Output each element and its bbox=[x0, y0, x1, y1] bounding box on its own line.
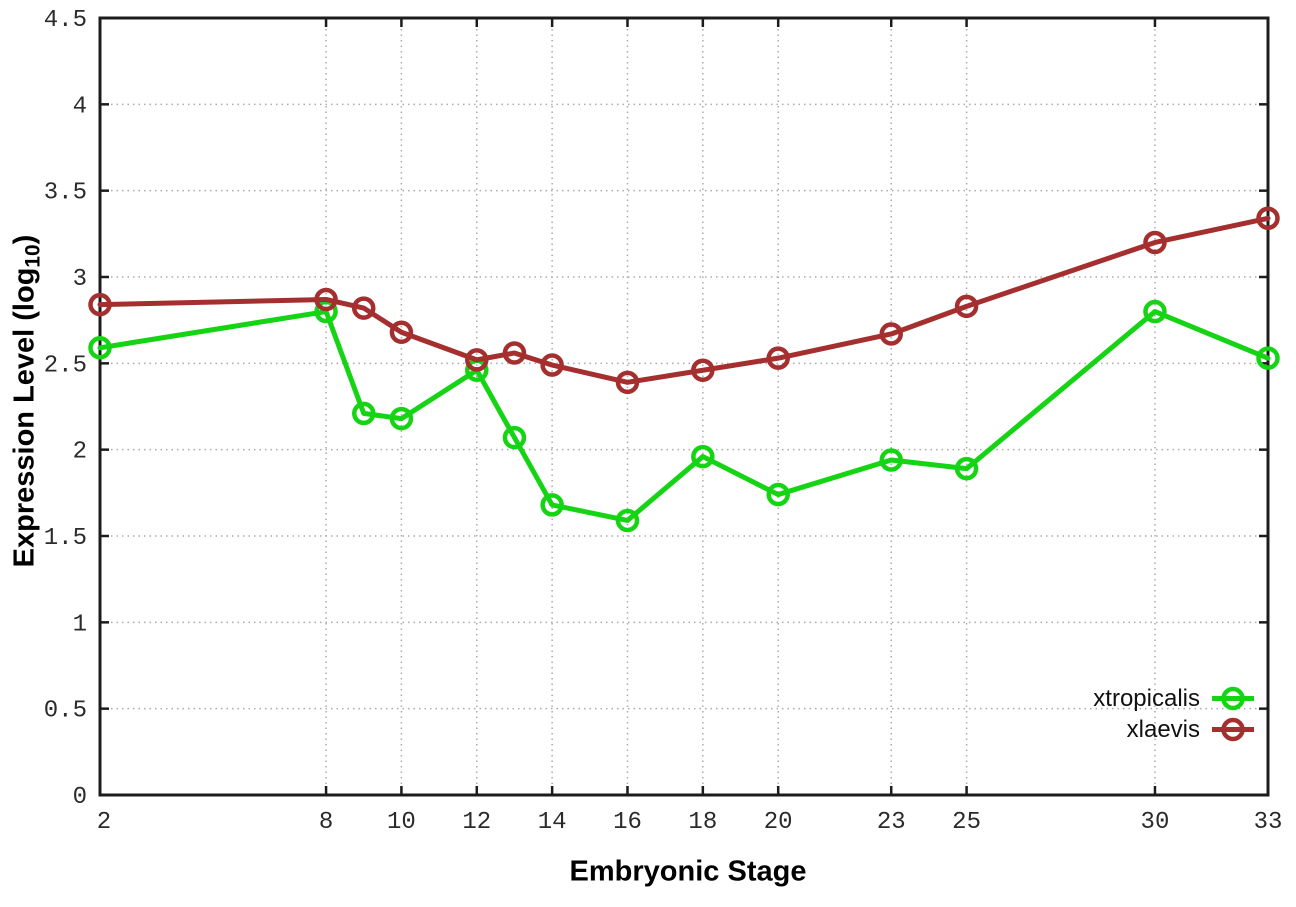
data-point-xlaevis bbox=[540, 353, 564, 377]
x-tick-label: 25 bbox=[952, 809, 981, 836]
data-point-xtropicalis bbox=[691, 444, 715, 469]
y-tick-label: 1.5 bbox=[44, 525, 87, 552]
gridlines bbox=[100, 18, 1268, 795]
data-point-xlaevis bbox=[1256, 206, 1280, 231]
data-point-xtropicalis bbox=[1143, 299, 1167, 324]
data-point-xlaevis bbox=[314, 287, 338, 312]
data-point-xlaevis bbox=[1143, 230, 1167, 255]
y-axis-title-text: Expression Level (log bbox=[8, 267, 41, 568]
series-line-xtropicalis bbox=[97, 309, 1271, 523]
x-tick-label: 12 bbox=[462, 809, 491, 836]
data-point-xtropicalis bbox=[389, 406, 414, 431]
legend-marker-icon bbox=[1212, 717, 1254, 742]
series-xlaevis bbox=[88, 206, 1280, 395]
y-tick-label: 0 bbox=[73, 784, 87, 811]
legend-row: xtropicalis bbox=[1093, 684, 1255, 713]
data-point-xlaevis bbox=[954, 294, 979, 319]
x-tick-label: 33 bbox=[1254, 809, 1283, 836]
axes bbox=[98, 16, 1270, 797]
data-point-xtropicalis bbox=[1256, 346, 1280, 370]
data-point-xtropicalis bbox=[879, 448, 903, 472]
series-line-xlaevis bbox=[97, 215, 1271, 385]
y-tick-label: 1 bbox=[73, 611, 87, 638]
y-tick-label: 3 bbox=[73, 266, 87, 293]
y-tick-label: 2.5 bbox=[44, 352, 87, 379]
x-tick-label: 8 bbox=[319, 809, 333, 836]
y-tick-label: 4.5 bbox=[44, 7, 87, 34]
x-tick-label: 10 bbox=[387, 809, 416, 836]
y-tick-label: 2 bbox=[73, 439, 87, 466]
y-axis-title-subscript: 10 bbox=[21, 244, 45, 268]
legend-row: xlaevis bbox=[1127, 715, 1255, 744]
x-tick-label: 2 bbox=[97, 809, 111, 836]
data-point-xlaevis bbox=[615, 370, 640, 395]
data-point-xlaevis bbox=[502, 341, 527, 365]
data-point-xtropicalis bbox=[540, 493, 564, 517]
data-point-xlaevis bbox=[879, 322, 903, 346]
x-tick-label: 23 bbox=[877, 809, 906, 836]
y-tick-label: 0.5 bbox=[44, 698, 87, 725]
data-point-xtropicalis bbox=[351, 401, 376, 426]
data-point-xlaevis bbox=[465, 348, 489, 372]
y-axis-title-close: ) bbox=[8, 234, 41, 245]
data-point-xlaevis bbox=[766, 346, 790, 370]
data-point-xtropicalis bbox=[615, 508, 640, 533]
legend: xtropicalis xlaevis bbox=[1093, 684, 1255, 744]
y-tick-label: 3.5 bbox=[44, 180, 87, 207]
data-point-xtropicalis bbox=[766, 482, 790, 507]
x-tick-label: 30 bbox=[1141, 809, 1170, 836]
data-point-xlaevis bbox=[351, 296, 376, 320]
x-axis-title: Embryonic Stage bbox=[569, 855, 807, 888]
y-tick-label: 4 bbox=[73, 93, 87, 120]
legend-label: xlaevis bbox=[1126, 716, 1200, 743]
x-tick-label: 14 bbox=[538, 809, 567, 836]
data-point-xtropicalis bbox=[954, 456, 979, 481]
plot-border bbox=[98, 16, 1270, 797]
legend-label: xtropicalis bbox=[1093, 685, 1200, 712]
tick-labels: 0 0.5 1 1.5 2 2.5 3 3.5 4 4.5 2 8 10 12 14 16 18 20 23 25 30… bbox=[44, 7, 1283, 836]
data-point-xlaevis bbox=[691, 358, 715, 382]
data-point-xtropicalis bbox=[88, 336, 112, 360]
data-point-xlaevis bbox=[389, 320, 414, 345]
data-point-xtropicalis bbox=[502, 425, 527, 450]
legend-marker-icon bbox=[1212, 686, 1254, 711]
x-tick-label: 16 bbox=[613, 809, 642, 836]
data-point-xtropicalis bbox=[314, 299, 338, 324]
y-axis-title: Expression Level (log10) bbox=[8, 234, 45, 568]
x-tick-label: 20 bbox=[764, 809, 793, 836]
series-xtropicalis bbox=[88, 299, 1280, 533]
data-point-xlaevis bbox=[88, 292, 112, 317]
x-tick-label: 18 bbox=[688, 809, 717, 836]
